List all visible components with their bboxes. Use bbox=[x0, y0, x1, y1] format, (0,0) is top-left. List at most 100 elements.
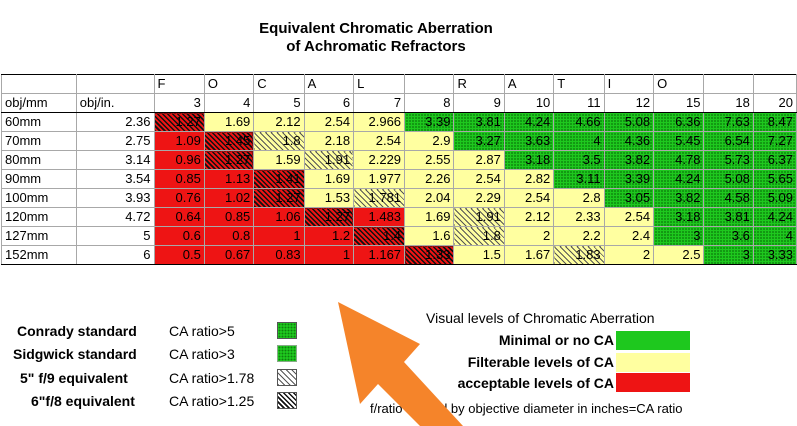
ca-value-cell: 1 bbox=[253, 226, 305, 246]
header-letter-cell bbox=[75, 74, 155, 94]
ca-value-cell: 0.85 bbox=[203, 207, 255, 227]
ca-value-cell: 3.27 bbox=[453, 131, 505, 151]
ca-value-cell: 1.781 bbox=[353, 188, 406, 208]
column-header-cell: 3 bbox=[153, 93, 205, 113]
header-letter-cell: O bbox=[203, 74, 255, 94]
row-mm-label: 120mm bbox=[1, 207, 77, 227]
ca-value-cell: 1.977 bbox=[353, 169, 406, 189]
ca-value-cell: 1.167 bbox=[353, 245, 406, 265]
ca-value-cell: 1.27 bbox=[153, 112, 205, 132]
ca-value-cell: 2.9 bbox=[404, 131, 455, 151]
ca-value-cell: 2.12 bbox=[253, 112, 305, 132]
ca-value-cell: 3.18 bbox=[503, 150, 555, 170]
ca-value-cell: 5.08 bbox=[703, 169, 754, 189]
ca-value-cell: 1.67 bbox=[503, 245, 555, 265]
ca-value-cell: 8.47 bbox=[752, 112, 797, 132]
row-mm-label: 70mm bbox=[1, 131, 77, 151]
column-header-cell: obj/in. bbox=[75, 93, 155, 113]
ca-value-cell: 0.83 bbox=[253, 245, 305, 265]
ca-value-cell: 2.12 bbox=[503, 207, 555, 227]
ca-value-cell: 1.33 bbox=[404, 245, 455, 265]
column-header-cell: 10 bbox=[503, 93, 555, 113]
ca-value-cell: 2.26 bbox=[404, 169, 455, 189]
legend-filterable-ca-swatch bbox=[616, 353, 690, 372]
ca-value-cell: 2.29 bbox=[453, 188, 505, 208]
ca-value-cell: 6.54 bbox=[703, 131, 754, 151]
table-row: 60mm 2.36 1.27 1.69 2.12 2.54 2.966 3.39 3.81 4.2… bbox=[1, 112, 797, 132]
ca-value-cell: 3.33 bbox=[752, 245, 797, 265]
row-mm-label: 127mm bbox=[1, 226, 77, 246]
chart-title-line-2: of Achromatic Refractors bbox=[286, 38, 466, 55]
ca-value-cell: 3.5 bbox=[553, 150, 605, 170]
ca-value-cell: 5.09 bbox=[752, 188, 797, 208]
legend-conrady: Conrady standard CA ratio>5 bbox=[0, 321, 300, 341]
header-letter-cell: O bbox=[653, 74, 705, 94]
ca-value-cell: 1.27 bbox=[203, 150, 255, 170]
legend-5in-f9-value: CA ratio>1.78 bbox=[169, 370, 255, 386]
row-inch-label: 5 bbox=[75, 226, 155, 246]
table-row: 120mm 4.72 0.64 0.85 1.06 1.27 1.483 1.69 1.91 2.… bbox=[1, 207, 797, 227]
ca-value-cell: 6.37 bbox=[752, 150, 797, 170]
row-mm-label: 100mm bbox=[1, 188, 77, 208]
legend-conrady-value: CA ratio>5 bbox=[169, 323, 235, 339]
legend-sidgwick-value: CA ratio>3 bbox=[169, 346, 235, 362]
ca-value-cell: 1.8 bbox=[253, 131, 305, 151]
header-letter-cell bbox=[404, 74, 455, 94]
ca-value-cell: 0.5 bbox=[153, 245, 205, 265]
column-header-cell: 18 bbox=[703, 93, 754, 113]
table-row: 100mm 3.93 0.76 1.02 1.27 1.53 1.781 2.04 2.29 2.… bbox=[1, 188, 797, 208]
legend-6in-f8-name: 6"f/8 equivalent bbox=[31, 393, 135, 409]
ca-value-cell: 1.8 bbox=[453, 226, 505, 246]
ca-value-cell: 3.81 bbox=[703, 207, 754, 227]
row-mm-label: 152mm bbox=[1, 245, 77, 265]
ca-value-cell: 4.24 bbox=[653, 169, 705, 189]
ca-value-cell: 1.06 bbox=[253, 207, 305, 227]
ca-value-cell: 4.24 bbox=[752, 207, 797, 227]
footnote: f/ratio divided by objective diameter in… bbox=[370, 401, 683, 416]
header-letter-cell bbox=[1, 74, 77, 94]
ca-value-cell: 1.09 bbox=[153, 131, 205, 151]
row-mm-label: 80mm bbox=[1, 150, 77, 170]
legend-6in-f8-value: CA ratio>1.25 bbox=[169, 393, 255, 409]
table-row: 90mm 3.54 0.85 1.13 1.41 1.69 1.977 2.26 2.54 2.8… bbox=[1, 169, 797, 189]
legend-5in-f9-name: 5" f/9 equivalent bbox=[20, 370, 128, 386]
ca-value-cell: 2.18 bbox=[303, 131, 355, 151]
header-letter-cell bbox=[703, 74, 754, 94]
ca-value-cell: 1.91 bbox=[453, 207, 505, 227]
ca-value-cell: 3 bbox=[703, 245, 754, 265]
ca-value-cell: 1.69 bbox=[303, 169, 355, 189]
ca-value-cell: 2.54 bbox=[303, 112, 355, 132]
ca-value-cell: 2.966 bbox=[353, 112, 406, 132]
ca-value-cell: 3.05 bbox=[603, 188, 655, 208]
ca-value-cell: 2.5 bbox=[653, 245, 705, 265]
ca-value-cell: 1.41 bbox=[253, 169, 305, 189]
ca-value-cell: 1.83 bbox=[553, 245, 605, 265]
row-inch-label: 4.72 bbox=[75, 207, 155, 227]
row-inch-label: 2.75 bbox=[75, 131, 155, 151]
ca-value-cell: 7.63 bbox=[703, 112, 754, 132]
ca-value-cell: 2.82 bbox=[503, 169, 555, 189]
ca-value-cell: 0.8 bbox=[203, 226, 255, 246]
column-header-cell: 9 bbox=[453, 93, 505, 113]
legend-sidgwick-name: Sidgwick standard bbox=[13, 346, 137, 362]
ca-value-cell: 3.39 bbox=[603, 169, 655, 189]
header-letter-cell: T bbox=[553, 74, 605, 94]
ca-value-cell: 3.18 bbox=[653, 207, 705, 227]
table-row: 152mm 6 0.5 0.67 0.83 1 1.167 1.33 1.5 1.67 1.83 2 2… bbox=[1, 245, 797, 265]
column-header-cell: 20 bbox=[752, 93, 797, 113]
ca-value-cell: 2.229 bbox=[353, 150, 406, 170]
table-row: 80mm 3.14 0.96 1.27 1.59 1.91 2.229 2.55 2.87 3.1… bbox=[1, 150, 797, 170]
row-mm-label: 60mm bbox=[1, 112, 77, 132]
legend-sidgwick: Sidgwick standard CA ratio>3 bbox=[0, 344, 300, 364]
ca-value-cell: 4 bbox=[752, 226, 797, 246]
ca-value-cell: 4 bbox=[553, 131, 605, 151]
ca-value-cell: 4.58 bbox=[703, 188, 754, 208]
header-letter-cell: I bbox=[603, 74, 655, 94]
header-letter-cell: A bbox=[303, 74, 355, 94]
ca-value-cell: 1.27 bbox=[253, 188, 305, 208]
ca-value-cell: 1.69 bbox=[404, 207, 455, 227]
legend-5in-f9-swatch bbox=[277, 369, 297, 386]
ca-value-cell: 2 bbox=[503, 226, 555, 246]
